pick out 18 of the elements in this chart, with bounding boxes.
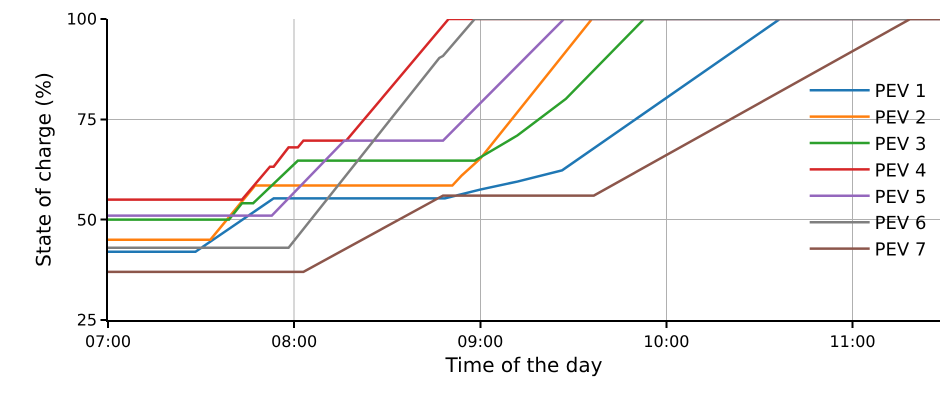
legend-label: PEV 5: [874, 186, 926, 208]
y-axis-title: State of charge (%): [32, 72, 56, 267]
y-tick-label: 75: [76, 110, 98, 129]
legend-label: PEV 2: [874, 108, 926, 129]
legend-label: PEV 3: [874, 134, 926, 156]
legend-label: PEV 6: [874, 213, 926, 234]
y-tick-label: 50: [76, 210, 98, 230]
y-tick-label: 100: [66, 10, 98, 29]
x-tick-label: 11:00: [829, 332, 876, 351]
x-tick-label: 10:00: [643, 332, 690, 351]
x-tick-label: 08:00: [271, 332, 318, 351]
x-tick-label: 07:00: [84, 332, 132, 351]
legend-label: PEV 7: [874, 240, 926, 261]
legend-label: PEV 4: [874, 160, 926, 182]
x-tick-label: 09:00: [457, 332, 504, 351]
legend-label: PEV 1: [874, 81, 926, 102]
y-tick-label: 25: [76, 310, 98, 330]
x-axis-title: Time of the day: [444, 352, 603, 377]
